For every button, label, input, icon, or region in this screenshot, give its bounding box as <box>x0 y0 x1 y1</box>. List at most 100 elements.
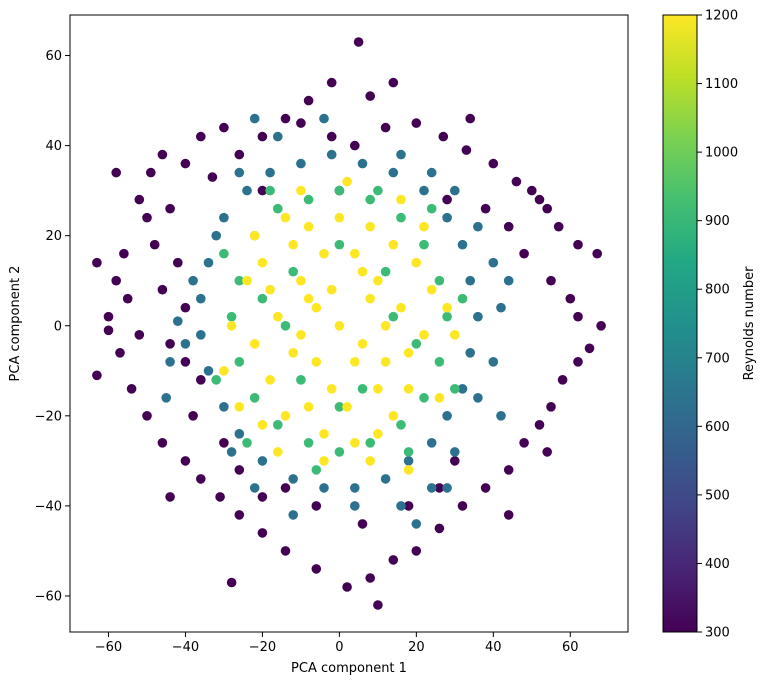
y-tick-label: 40 <box>45 139 62 154</box>
scatter-point <box>373 429 383 439</box>
scatter-point <box>165 339 175 349</box>
x-axis-ticks: −60 −40 −20 0 20 40 60 <box>95 632 579 655</box>
scatter-point <box>273 311 283 322</box>
scatter-point <box>542 203 552 214</box>
scatter-point <box>165 357 175 367</box>
y-axis-ticks: −60 −40 −20 0 20 40 60 <box>35 49 70 604</box>
colorbar-label: Reynolds number <box>742 266 757 380</box>
scatter-point <box>534 194 545 205</box>
x-tick-label: 20 <box>408 640 425 655</box>
scatter-point <box>211 375 221 385</box>
colorbar-tick-label: 400 <box>705 557 730 572</box>
scatter-point <box>419 330 429 340</box>
scatter-point <box>219 248 229 259</box>
scatter-point <box>311 501 322 511</box>
scatter-point <box>134 330 145 340</box>
scatter-point <box>280 113 291 124</box>
scatter-point <box>503 221 514 232</box>
scatter-point <box>234 357 245 367</box>
scatter-point <box>203 257 214 268</box>
scatter-point <box>173 316 183 327</box>
y-tick-label: −40 <box>35 499 62 514</box>
scatter-point <box>434 393 445 403</box>
scatter-point <box>419 185 429 196</box>
scatter-point <box>480 203 491 214</box>
scatter-point <box>288 266 299 277</box>
colorbar-tick-label: 1100 <box>705 77 738 92</box>
scatter-point <box>242 275 252 286</box>
scatter-point <box>357 266 368 277</box>
scatter-point <box>334 239 345 250</box>
scatter-point <box>519 438 529 448</box>
scatter-point <box>219 122 229 133</box>
scatter-point <box>92 257 102 268</box>
scatter-point <box>592 248 602 259</box>
scatter-point <box>442 194 452 205</box>
scatter-point <box>226 447 237 457</box>
scatter-point <box>450 185 460 196</box>
x-axis-label: PCA component 1 <box>291 661 407 676</box>
scatter-point <box>473 311 483 322</box>
scatter-point <box>573 357 583 367</box>
scatter-point <box>288 510 299 520</box>
scatter-point <box>411 257 422 268</box>
scatter-point <box>334 185 345 196</box>
scatter-point <box>196 474 206 484</box>
scatter-point <box>434 483 445 493</box>
scatter-point <box>196 330 206 340</box>
scatter-point <box>273 447 283 457</box>
scatter-point <box>403 384 414 394</box>
scatter-point <box>92 370 102 381</box>
scatter-point <box>396 212 406 223</box>
scatter-point <box>350 438 360 448</box>
scatter-point <box>373 600 383 610</box>
scatter-point <box>303 293 314 304</box>
scatter-point <box>149 239 160 250</box>
scatter-point <box>249 339 260 349</box>
scatter-point <box>226 321 237 331</box>
scatter-point <box>311 357 322 367</box>
y-tick-label: 60 <box>45 49 62 64</box>
scatter-point <box>511 176 522 187</box>
scatter-point <box>373 185 383 196</box>
scatter-point <box>234 149 245 160</box>
scatter-point <box>396 194 406 205</box>
scatter-point <box>319 483 329 493</box>
scatter-point <box>465 348 476 358</box>
scatter-point <box>388 239 399 250</box>
scatter-point <box>196 293 206 304</box>
scatter-point <box>196 375 206 385</box>
scatter-point <box>180 302 191 313</box>
scatter-point <box>249 483 260 493</box>
scatter-point <box>122 293 133 304</box>
scatter-point <box>411 118 422 128</box>
y-tick-label: 20 <box>45 229 62 244</box>
scatter-point <box>242 438 252 448</box>
scatter-point <box>365 293 376 304</box>
scatter-point <box>303 95 314 106</box>
scatter-point <box>165 492 175 502</box>
x-tick-label: 40 <box>485 640 502 655</box>
scatter-point <box>234 465 245 475</box>
scatter-point <box>450 330 460 340</box>
scatter-point <box>396 149 406 160</box>
scatter-point <box>303 221 314 232</box>
scatter-point <box>461 145 472 155</box>
scatter-point <box>350 248 360 259</box>
scatter-point <box>357 519 368 529</box>
scatter-point <box>219 366 229 376</box>
scatter-point <box>388 311 399 322</box>
scatter-point <box>111 167 121 178</box>
scatter-point <box>265 375 275 385</box>
scatter-point <box>126 384 137 394</box>
scatter-point <box>142 212 152 223</box>
scatter-point <box>411 339 422 349</box>
scatter-point <box>234 510 245 520</box>
scatter-point <box>350 357 360 367</box>
scatter-point <box>273 420 283 430</box>
y-axis-label: PCA component 2 <box>8 266 23 382</box>
scatter-point <box>442 411 452 421</box>
scatter-point <box>319 113 329 124</box>
scatter-point <box>542 447 552 457</box>
scatter-point <box>488 357 499 367</box>
